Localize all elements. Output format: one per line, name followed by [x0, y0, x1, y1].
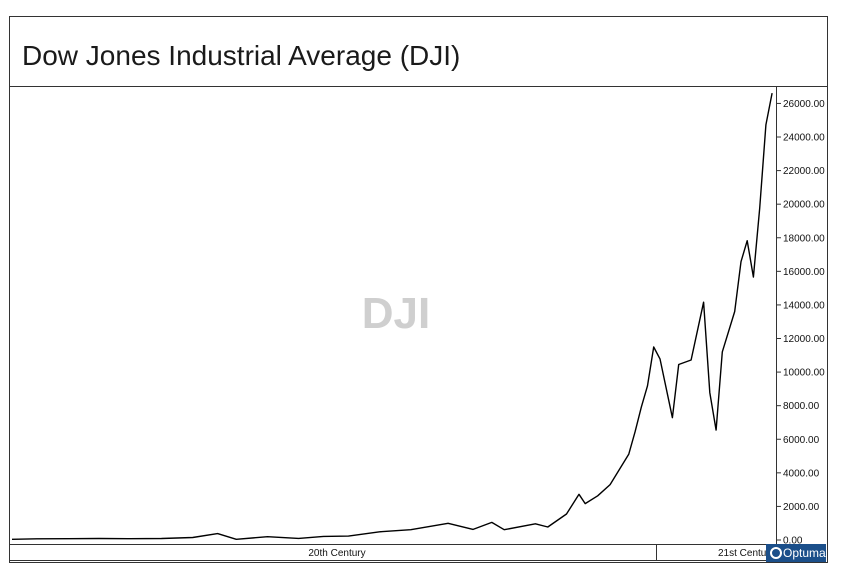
y-tick-label: 16000.00 — [783, 267, 825, 278]
brand-name: Optuma — [783, 546, 826, 560]
y-tick-label: 8000.00 — [783, 401, 820, 412]
y-tick-label: 18000.00 — [783, 233, 825, 244]
y-tick-label: 14000.00 — [783, 300, 825, 311]
y-tick-label: 12000.00 — [783, 334, 825, 345]
watermark-label: DJI — [362, 289, 430, 338]
y-tick-label: 24000.00 — [783, 133, 825, 144]
y-tick-label: 10000.00 — [783, 368, 825, 379]
x-tick-21st-century: 21st Century — [718, 548, 775, 559]
y-tick-label: 26000.00 — [783, 99, 825, 110]
x-tick-20th-century: 20th Century — [308, 548, 365, 559]
y-tick-label: 4000.00 — [783, 468, 820, 479]
y-tick-label: 6000.00 — [783, 435, 820, 446]
y-tick-label: 20000.00 — [783, 200, 825, 211]
series-line — [11, 92, 773, 540]
chart-title: Dow Jones Industrial Average (DJI) — [22, 40, 460, 71]
y-axis: 0.00 2000.00 4000.00 6000.00 8000.00 10000.00… — [776, 99, 825, 547]
y-tick-label: 2000.00 — [783, 502, 820, 513]
y-tick-label: 22000.00 — [783, 166, 825, 177]
outer-border — [9, 16, 828, 563]
brand-badge — [766, 544, 826, 562]
y-tick-label: 0.00 — [783, 536, 803, 547]
brand-logo-icon — [770, 547, 782, 559]
